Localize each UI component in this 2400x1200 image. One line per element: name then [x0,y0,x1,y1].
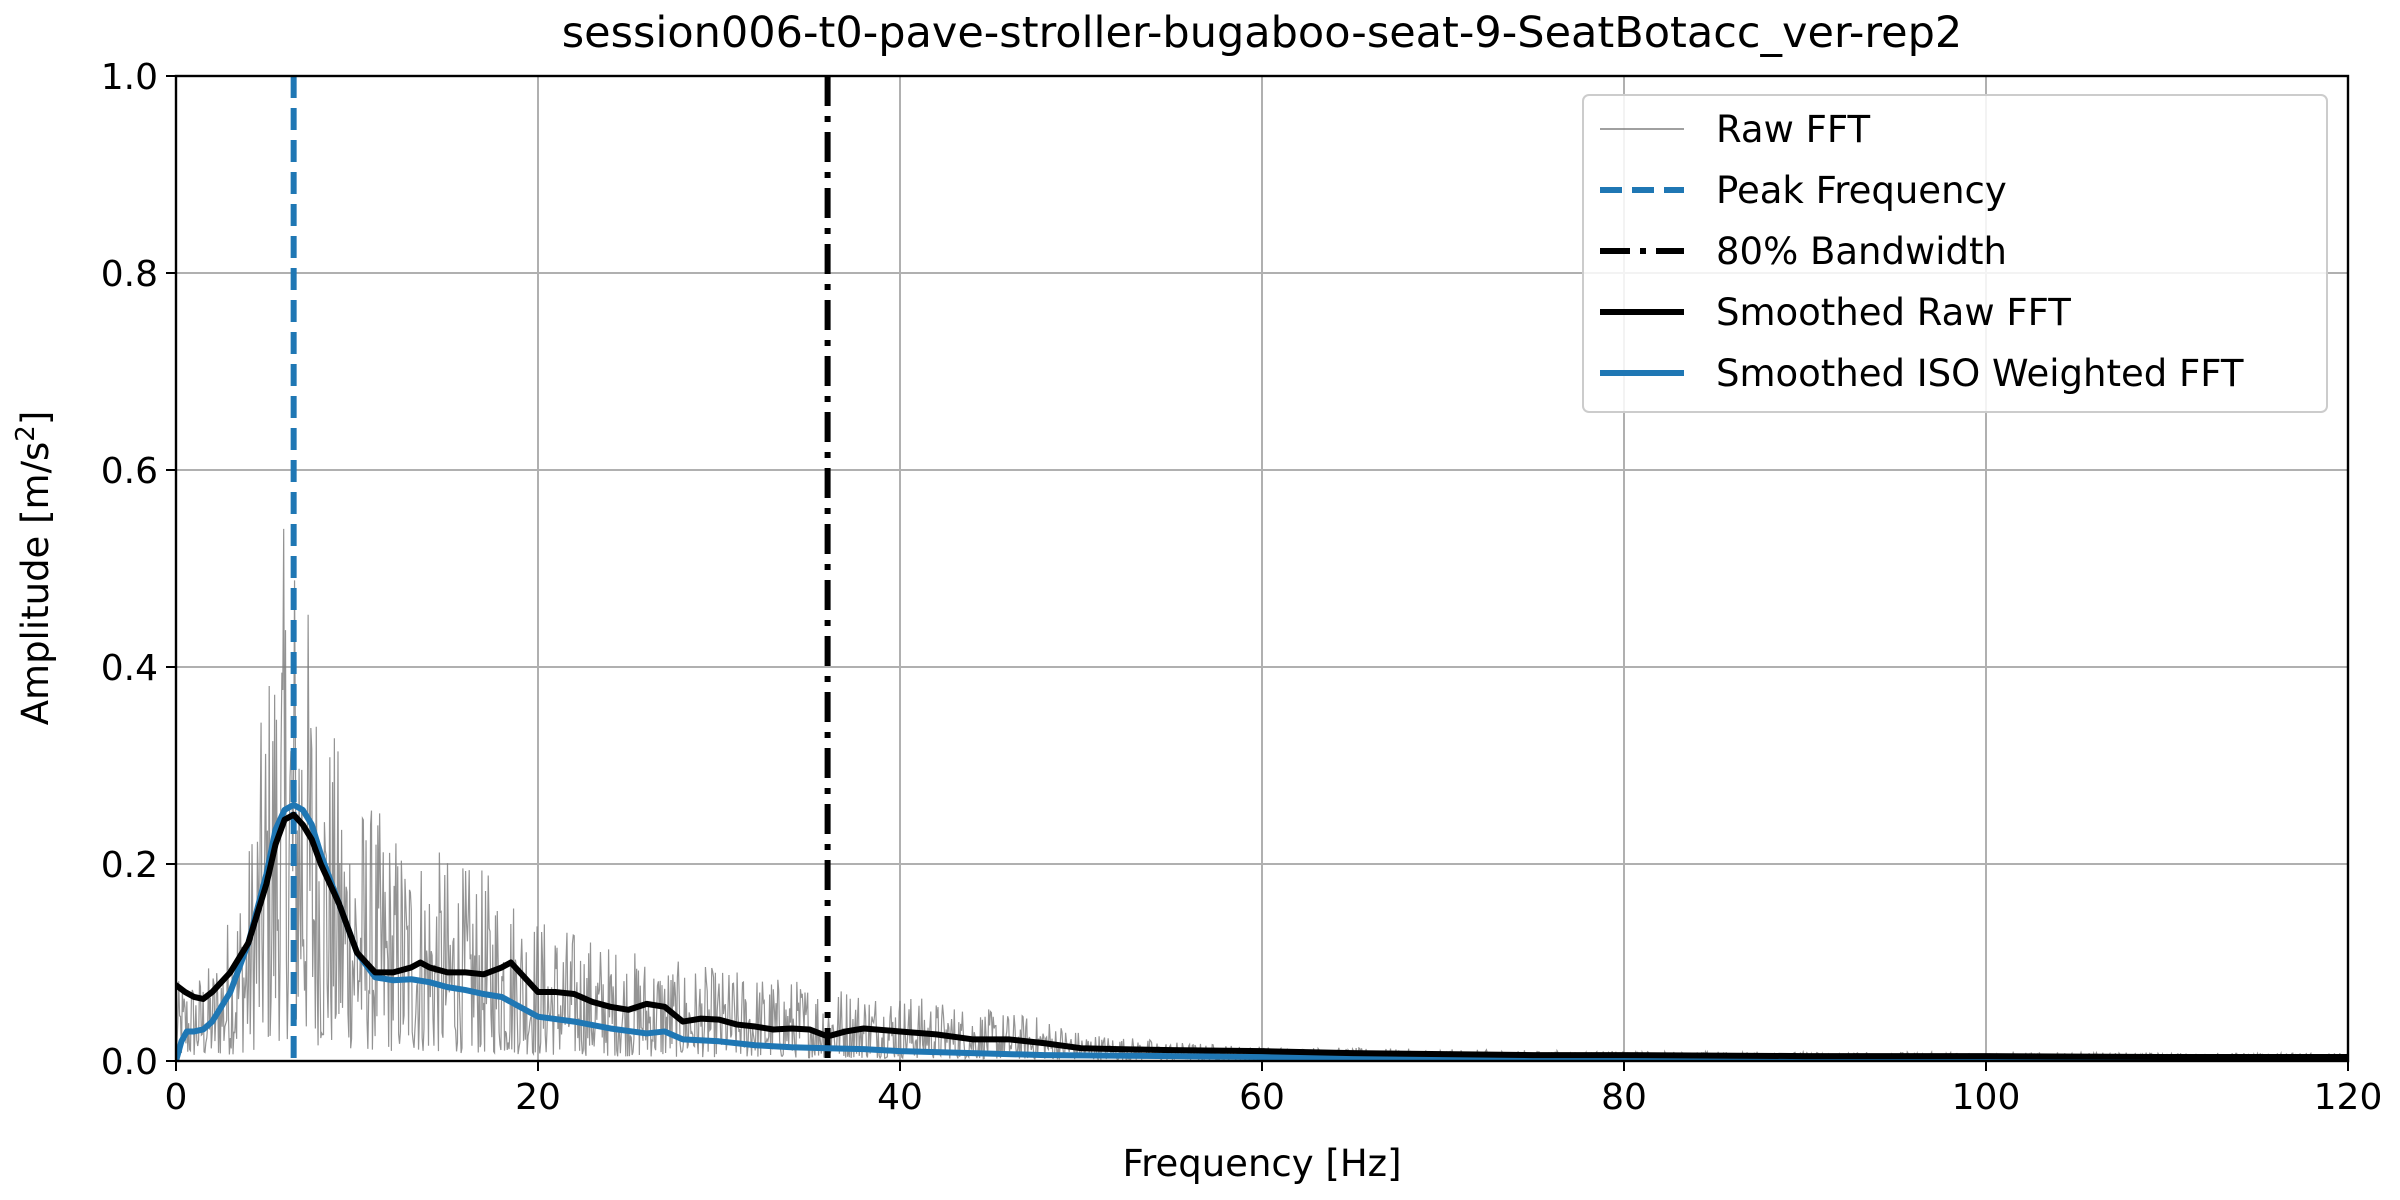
x-tick-label-20: 20 [515,1077,561,1118]
x-tick-label-80: 80 [1601,1077,1647,1118]
x-tick-label-100: 100 [1952,1077,2021,1118]
y-tick-label-0: 0.0 [101,1042,158,1083]
y-axis-label: Amplitude [m/s2] [11,411,57,726]
y-axis-label-superscript: 2 [11,425,41,442]
series-group [176,801,2348,1061]
series-line-smoothed-raw-fft [176,811,2348,1061]
y-tick-label-0.2: 0.2 [101,845,158,886]
legend-label-80-bandwidth: 80% Bandwidth [1716,230,2007,273]
y-tick-label-1: 1.0 [101,57,158,98]
chart-title: session006-t0-pave-stroller-bugaboo-seat… [562,8,1962,58]
legend-box [1582,94,2328,413]
y-axis-label-end: ] [14,411,57,425]
y-tick-label-0.8: 0.8 [101,254,158,295]
legend-label-raw-fft: Raw FFT [1716,108,1871,151]
x-tick-label-60: 60 [1239,1077,1285,1118]
legend-label-smoothed-iso-fft: Smoothed ISO Weighted FFT [1716,352,2244,395]
legend-label-peak-frequency: Peak Frequency [1716,169,2007,212]
legend: Raw FFT Peak Frequency 80% Bandwidth Smo… [1582,94,2328,413]
x-axis-label: Frequency [Hz] [1122,1142,1401,1185]
y-tick-label-0.6: 0.6 [101,451,158,492]
x-tick-label-120: 120 [2314,1077,2383,1118]
x-tick-label-40: 40 [877,1077,923,1118]
vertical-lines [290,76,831,1061]
x-tick-label-0: 0 [165,1077,188,1118]
axis-ticks: 0 20 40 60 80 100 120 0.0 0.2 0.4 0.6 0.8 1.0 [101,57,2383,1118]
legend-label-smoothed-raw-fft: Smoothed Raw FFT [1716,291,2071,334]
y-tick-label-0.4: 0.4 [101,648,158,689]
y-axis-label-main: Amplitude [m/s [14,442,57,726]
